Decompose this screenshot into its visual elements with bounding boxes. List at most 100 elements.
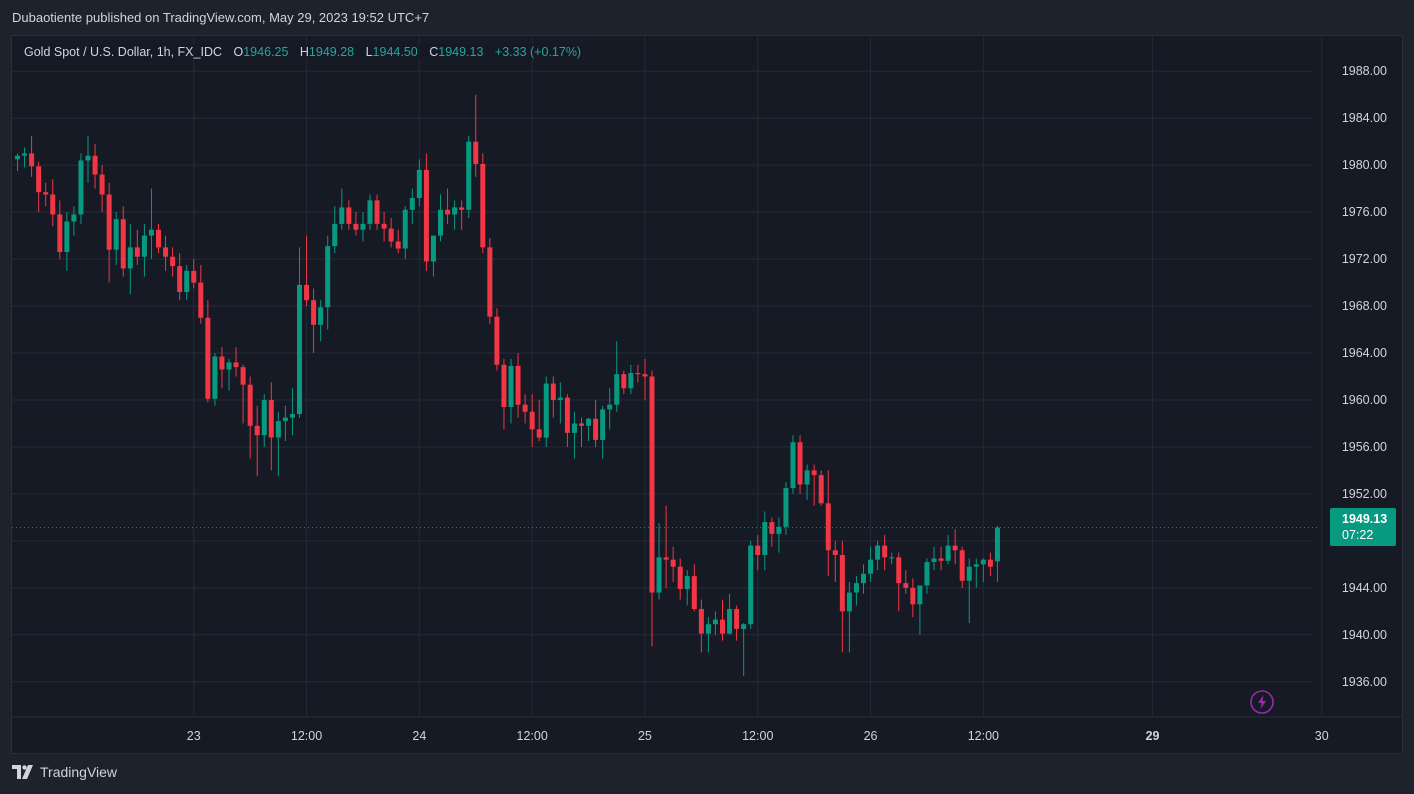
candle-body [311, 300, 317, 325]
candle-body [297, 284, 302, 415]
candle-body [882, 545, 888, 558]
candle-body [268, 399, 274, 438]
candle-body [832, 550, 838, 555]
x-tick-label: 25 [638, 729, 652, 743]
tradingview-brand[interactable]: TradingView [12, 764, 117, 780]
candle-body [642, 374, 648, 377]
open-value: 1946.25 [243, 45, 289, 59]
candle-body [945, 545, 951, 561]
x-tick-label: 26 [864, 729, 878, 743]
candle-body [57, 214, 63, 253]
candle-body [120, 219, 126, 269]
candle-body [381, 223, 387, 229]
candle-body [127, 247, 133, 269]
candle-body [853, 583, 859, 593]
candle-body [148, 229, 154, 236]
x-tick-label: 12:00 [291, 729, 322, 743]
candle-body [762, 522, 768, 555]
candle-body [557, 397, 563, 400]
candle-body [635, 372, 641, 375]
candle-body [804, 470, 810, 485]
candle-body [910, 587, 916, 605]
x-tick-label: 29 [1146, 729, 1160, 743]
candle-body [247, 384, 253, 426]
high-label: H [299, 45, 309, 59]
candle-body [36, 166, 42, 193]
publish-banner: Dubaotiente published on TradingView.com… [12, 10, 429, 25]
candle-body [332, 223, 338, 247]
candle-body [607, 404, 613, 410]
candle-body [452, 207, 458, 215]
candle-body [579, 423, 584, 426]
low-label: L [365, 45, 373, 59]
lightning-bolt-icon[interactable] [1249, 689, 1275, 715]
candle-body [677, 566, 683, 590]
x-tick-label: 12:00 [517, 729, 548, 743]
y-tick-label: 1980.00 [1342, 158, 1387, 172]
candle-body [684, 576, 690, 590]
x-tick-label: 12:00 [968, 729, 999, 743]
candle-body [705, 624, 711, 634]
candle-body [430, 235, 436, 262]
x-axis[interactable]: 23 12:00 24 12:00 25 12:00 26 12:00 29 30 [187, 729, 1329, 743]
candle-body [670, 559, 676, 567]
candle-body [402, 209, 408, 249]
candle-body [459, 207, 465, 210]
low-value: 1944.50 [372, 45, 418, 59]
candles [15, 94, 1000, 676]
candle-body [395, 241, 401, 249]
candle-body [861, 573, 866, 584]
candle-body [994, 527, 1000, 562]
candle-body [487, 247, 493, 317]
candle-body [156, 229, 161, 248]
candle-body [811, 470, 817, 476]
candle-body [938, 558, 944, 561]
candle-body [593, 418, 599, 440]
y-tick-label: 1944.00 [1342, 581, 1387, 595]
candle-body [367, 200, 373, 224]
candle-body [261, 399, 267, 436]
candle-body [240, 367, 246, 385]
candle-body [543, 383, 549, 438]
candle-body [480, 163, 486, 248]
candle-body [776, 526, 782, 534]
candle-body [43, 192, 49, 195]
candle-body [903, 583, 909, 588]
candle-body [99, 174, 105, 195]
candle-body [797, 442, 803, 485]
candle-body [839, 554, 845, 612]
candle-body [184, 270, 190, 292]
close-value: 1949.13 [438, 45, 484, 59]
chart-panel[interactable]: 1936.001940.001944.001948.001952.001956.… [11, 35, 1403, 754]
candle-body [106, 194, 112, 250]
candle-body [987, 559, 993, 567]
candle-body [353, 223, 359, 230]
candle-body [71, 214, 77, 222]
candle-body [92, 155, 98, 175]
candle-body [973, 564, 979, 567]
price-chart[interactable]: 1936.001940.001944.001948.001952.001956.… [12, 36, 1402, 753]
candle-body [325, 246, 331, 308]
candle-body [494, 316, 500, 365]
candle-body [289, 414, 295, 418]
symbol-title[interactable]: Gold Spot / U.S. Dollar, 1h, FX_IDC [24, 45, 222, 59]
last-price-badge: 1949.13 07:22 [1330, 508, 1396, 546]
y-tick-label: 1972.00 [1342, 252, 1387, 266]
candle-body [360, 223, 366, 230]
close-label: C [429, 45, 439, 59]
symbol-legend: Gold Spot / U.S. Dollar, 1h, FX_IDC O194… [22, 44, 584, 60]
candle-body [691, 576, 697, 609]
candle-body [952, 545, 958, 551]
candle-body [85, 155, 91, 161]
candle-body [980, 559, 986, 565]
candle-body [233, 362, 239, 368]
candle-body [663, 557, 669, 560]
candle-body [649, 376, 655, 593]
brand-name: TradingView [40, 764, 118, 780]
candle-body [198, 282, 204, 318]
bar-countdown: 07:22 [1342, 528, 1374, 542]
candle-body [783, 488, 789, 527]
x-tick-label: 23 [187, 729, 201, 743]
x-tick-label: 30 [1315, 729, 1329, 743]
candle-body [875, 545, 881, 560]
